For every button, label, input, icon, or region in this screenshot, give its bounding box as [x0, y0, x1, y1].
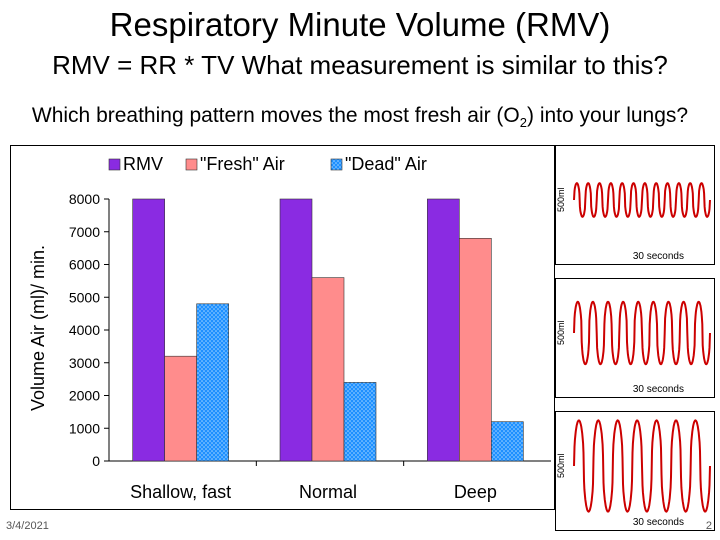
question-text-end: ) into your lungs?	[527, 104, 689, 127]
legend-label: "Fresh" Air	[200, 154, 285, 174]
waveform-time: 30 seconds	[632, 251, 684, 262]
waveform-panel: 500ml 30 seconds	[555, 145, 715, 265]
y-tick-label: 4000	[69, 322, 100, 338]
y-tick-label: 2000	[69, 388, 100, 404]
question-subscript: 2	[519, 115, 527, 131]
bar	[427, 198, 460, 462]
y-tick-label: 5000	[69, 289, 100, 305]
waveform-scale: 500ml	[556, 187, 566, 213]
chart-legend: RMV "Fresh" Air "Dead" Air	[108, 154, 427, 174]
breath-wave	[573, 182, 711, 218]
question-text: Which breathing pattern moves the most f…	[31, 104, 520, 127]
slide-title: Respiratory Minute Volume (RMV)	[109, 6, 611, 43]
waveform-time: 30 seconds	[632, 517, 684, 528]
breath-wave	[573, 419, 711, 513]
bar	[132, 198, 165, 462]
slide-question: Which breathing pattern moves the most f…	[0, 104, 720, 130]
bar	[459, 238, 492, 462]
legend-label: RMV	[123, 154, 163, 174]
y-tick-label: 1000	[69, 420, 100, 436]
breath-wave	[573, 300, 711, 366]
y-tick-label: 7000	[69, 224, 100, 240]
waveform-trace	[573, 419, 711, 513]
x-tick-label: Shallow, fast	[130, 482, 231, 502]
bar	[196, 303, 229, 462]
x-tick-label: Normal	[299, 482, 357, 502]
y-axis-label: Volume Air (ml)/ min.	[28, 245, 48, 411]
waveform-trace	[573, 300, 711, 366]
waveform-scale: 500ml	[556, 453, 566, 479]
legend-swatch	[185, 158, 198, 171]
bar	[311, 277, 345, 462]
slide-subtitle: RMV = RR * TV What measurement is simila…	[52, 50, 668, 80]
y-tick-label: 3000	[69, 355, 100, 371]
bar	[343, 382, 377, 462]
y-tick-label: 8000	[69, 191, 100, 207]
bar	[279, 198, 313, 462]
waveform-panel: 500ml 30 seconds	[555, 278, 715, 398]
plot-area: 0 1000 2000 3000 4000 5000 6000 7000 8000 Shallow…	[69, 191, 551, 502]
footer-date: 3/4/2021	[6, 520, 49, 532]
bar-chart: RMV "Fresh" Air "Dead" Air 0 1000 2000 3000 40…	[28, 154, 551, 502]
legend-swatch	[108, 158, 121, 171]
waveform-trace	[573, 182, 711, 218]
legend-label: "Dead" Air	[345, 154, 427, 174]
x-tick-label: Deep	[454, 482, 497, 502]
bar	[164, 355, 197, 462]
chart-panel: RMV "Fresh" Air "Dead" Air 0 1000 2000 3000 40…	[10, 145, 555, 510]
y-tick-label: 6000	[69, 257, 100, 273]
y-tick-label: 0	[92, 453, 100, 469]
waveform-panel: 500ml 30 seconds	[555, 411, 715, 531]
waveform-time: 30 seconds	[632, 384, 684, 395]
waveform-scale: 500ml	[556, 320, 566, 346]
legend-swatch	[330, 158, 343, 171]
page-number: 2	[705, 520, 712, 532]
bar	[491, 421, 524, 462]
